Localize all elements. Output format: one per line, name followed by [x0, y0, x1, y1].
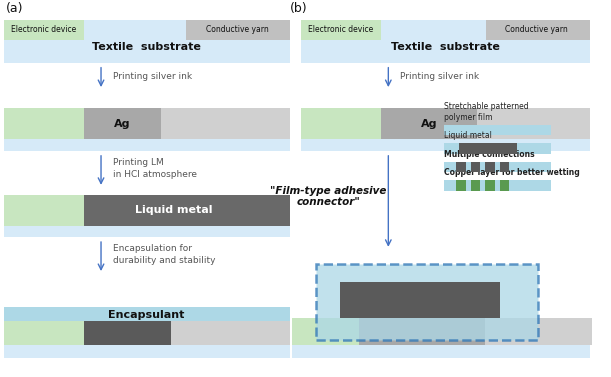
- Bar: [456, 162, 466, 172]
- Bar: [456, 180, 466, 191]
- Bar: [4, 317, 84, 345]
- Text: Encapsulation for
durability and stability: Encapsulation for durability and stabili…: [112, 244, 215, 265]
- Bar: [477, 108, 590, 139]
- Bar: [444, 180, 551, 191]
- Bar: [291, 317, 359, 345]
- Bar: [486, 20, 590, 40]
- Bar: [485, 180, 495, 191]
- Text: Electronic device: Electronic device: [12, 25, 76, 34]
- Text: Copper layer for better wetting: Copper layer for better wetting: [444, 168, 580, 177]
- Bar: [359, 317, 485, 345]
- Bar: [301, 139, 590, 151]
- Text: Ag: Ag: [114, 119, 131, 129]
- Text: Conductive yarn: Conductive yarn: [206, 25, 269, 34]
- Text: Conductive yarn: Conductive yarn: [505, 25, 568, 34]
- Bar: [444, 125, 551, 135]
- Text: Stretchable patterned
polymer film: Stretchable patterned polymer film: [444, 102, 529, 122]
- Bar: [161, 108, 290, 139]
- Text: Printing silver ink: Printing silver ink: [112, 72, 192, 81]
- Bar: [485, 317, 599, 345]
- Text: Printing LM
in HCl atmosphere: Printing LM in HCl atmosphere: [112, 158, 197, 179]
- Bar: [381, 108, 477, 139]
- Bar: [84, 195, 290, 225]
- Bar: [444, 162, 551, 172]
- Bar: [4, 20, 290, 63]
- Bar: [444, 143, 551, 154]
- Bar: [170, 317, 290, 345]
- Text: Liquid metal: Liquid metal: [135, 205, 213, 215]
- Bar: [500, 180, 509, 191]
- Bar: [291, 345, 590, 358]
- Bar: [470, 180, 480, 191]
- Text: Textile  substrate: Textile substrate: [391, 42, 500, 52]
- Bar: [4, 20, 84, 40]
- Text: Liquid metal: Liquid metal: [444, 131, 492, 140]
- Text: (b): (b): [290, 2, 307, 15]
- Bar: [84, 317, 170, 345]
- Text: Multiple connections: Multiple connections: [444, 150, 535, 159]
- Bar: [301, 20, 381, 40]
- Bar: [4, 139, 290, 151]
- Bar: [301, 108, 381, 139]
- Text: Printing silver ink: Printing silver ink: [400, 72, 479, 81]
- Text: Textile  substrate: Textile substrate: [92, 42, 201, 52]
- Bar: [4, 345, 290, 358]
- Bar: [470, 162, 480, 172]
- Text: Ag: Ag: [421, 119, 437, 129]
- Text: (a): (a): [6, 2, 24, 15]
- Bar: [4, 307, 290, 321]
- Bar: [4, 195, 84, 225]
- Text: "Film-type adhesive
connector": "Film-type adhesive connector": [270, 185, 387, 207]
- Bar: [340, 282, 500, 319]
- Bar: [500, 162, 509, 172]
- Bar: [459, 143, 517, 154]
- Bar: [84, 108, 161, 139]
- Text: Encapsulant: Encapsulant: [108, 310, 185, 320]
- Bar: [4, 108, 84, 139]
- Bar: [301, 20, 590, 63]
- Bar: [186, 20, 290, 40]
- Bar: [4, 225, 290, 237]
- Bar: [4, 332, 290, 345]
- Bar: [316, 264, 538, 340]
- Text: Electronic device: Electronic device: [309, 25, 373, 34]
- Bar: [485, 162, 495, 172]
